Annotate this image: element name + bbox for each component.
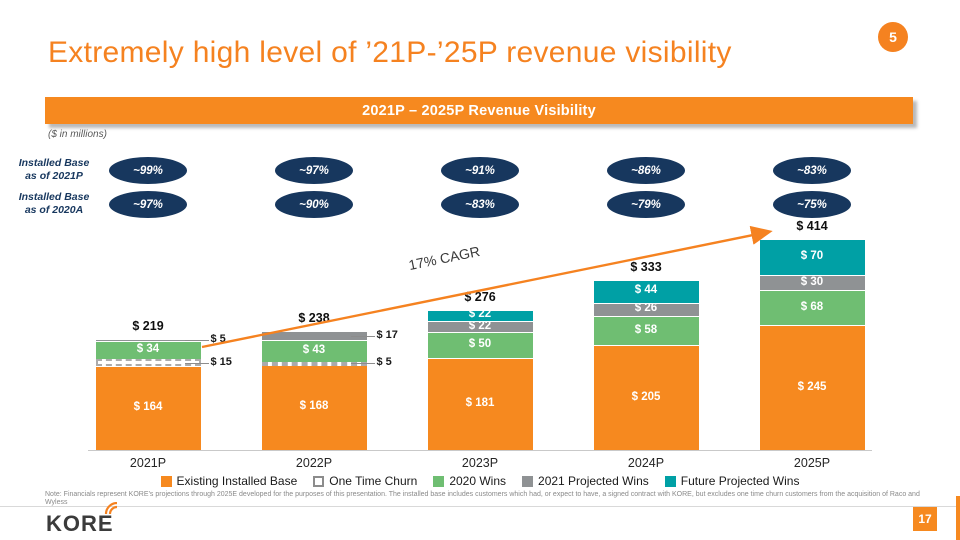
footer-divider	[0, 506, 960, 507]
section-number-badge: 5	[878, 22, 908, 52]
bar-segment-2020-wins	[759, 290, 865, 326]
segment-value-callout: $ 5	[376, 356, 392, 369]
bar-total-label: $ 276	[464, 289, 496, 304]
bar-segment-2020-wins	[261, 339, 367, 362]
bar-segment-2021-projected-wins	[759, 275, 865, 291]
kore-logo-arcs-icon	[104, 502, 117, 515]
right-edge-accent	[956, 496, 960, 540]
bar-segment-2020-wins	[95, 341, 201, 359]
bar-segment-future-projected-wins	[759, 239, 865, 276]
bar-segment-2021-projected-wins	[593, 302, 699, 316]
visibility-oval: ~86%	[607, 157, 685, 184]
slide-title: Extremely high level of ’21P-’25P revenu…	[48, 36, 732, 69]
row-label-line1: Installed Base	[18, 157, 90, 169]
legend-swatch	[313, 475, 325, 487]
legend-label: Future Projected Wins	[680, 474, 800, 488]
visibility-oval: ~75%	[773, 191, 851, 218]
legend-label: One Time Churn	[329, 474, 418, 488]
legend-label: Existing Installed Base	[176, 474, 298, 488]
visibility-oval: ~79%	[607, 191, 685, 218]
visibility-oval: ~83%	[773, 157, 851, 184]
legend-label: 2020 Wins	[449, 474, 507, 488]
callout-line	[184, 340, 209, 342]
bar-segment-future-projected-wins	[593, 280, 699, 303]
bar-total-label: $ 333	[630, 260, 662, 275]
row-label-line2: as of 2021P	[25, 170, 83, 182]
callout-line	[184, 362, 209, 364]
visibility-row-2020a: ~97% ~90% ~83% ~79% ~75%	[0, 191, 960, 218]
legend-item-existing-installed-base: Existing Installed Base	[160, 474, 298, 488]
bar-segment-one-time-churn	[95, 358, 201, 367]
bar-segment-2021-projected-wins	[95, 338, 201, 342]
row-label-line1: Installed Base	[18, 191, 90, 203]
x-axis-label: 2021P	[129, 456, 167, 470]
x-axis-line	[88, 450, 872, 451]
segment-value-callout: $ 5	[210, 333, 226, 346]
x-axis-label: 2022P	[295, 456, 333, 470]
bar-segment-2021-projected-wins	[427, 320, 533, 333]
visibility-oval: ~97%	[109, 191, 187, 218]
x-axis-label: 2023P	[461, 456, 499, 470]
bar-segment-2020-wins	[593, 315, 699, 346]
row-label-2021p: Installed Base as of 2021P	[4, 157, 104, 183]
bar-segment-existing-installed-base	[261, 364, 367, 450]
bar-total-label: $ 414	[796, 219, 828, 234]
legend-item-2021-projected-wins: 2021 Projected Wins	[522, 474, 649, 488]
bar-segment-existing-installed-base	[593, 345, 699, 450]
visibility-row-2021p: ~99% ~97% ~91% ~86% ~83%	[0, 157, 960, 184]
segment-value-callout: $ 15	[210, 355, 232, 368]
bar-segment-existing-installed-base	[759, 325, 865, 450]
kore-logo-text: KORE	[46, 511, 114, 536]
visibility-oval: ~99%	[109, 157, 187, 184]
legend-item-2020-wins: 2020 Wins	[433, 474, 506, 488]
bar-total-label: $ 219	[132, 318, 164, 333]
legend-item-one-time-churn: One Time Churn	[313, 474, 417, 488]
callout-line	[350, 335, 375, 337]
units-label: ($ in millions)	[48, 129, 107, 140]
visibility-oval: ~91%	[441, 157, 519, 184]
callout-line	[350, 363, 375, 365]
chart-title-banner: 2021P – 2025P Revenue Visibility	[45, 97, 913, 124]
segment-value-callout: $ 17	[376, 328, 398, 341]
footnote: Note: Financials represent KORE’s projec…	[45, 491, 920, 506]
visibility-oval: ~83%	[441, 191, 519, 218]
bar-segment-existing-installed-base	[427, 357, 533, 450]
bar-segment-future-projected-wins	[427, 309, 533, 321]
x-axis-label: 2025P	[793, 456, 831, 470]
legend-item-future-projected-wins: Future Projected Wins	[664, 474, 800, 488]
kore-logo: KORE	[46, 502, 117, 537]
row-label-2020a: Installed Base as of 2020A	[4, 191, 104, 217]
page-number: 17	[913, 507, 937, 531]
legend-label: 2021 Projected Wins	[538, 474, 649, 488]
x-axis-label: 2024P	[627, 456, 665, 470]
legend-swatch	[522, 475, 534, 487]
bar-segment-existing-installed-base	[95, 366, 201, 450]
legend-swatch	[664, 475, 676, 487]
bar-segment-2020-wins	[427, 332, 533, 358]
legend: Existing Installed Base One Time Churn 202…	[0, 474, 960, 488]
legend-swatch	[433, 475, 445, 487]
visibility-oval: ~90%	[275, 191, 353, 218]
row-label-line2: as of 2020A	[24, 204, 84, 216]
legend-swatch	[160, 475, 172, 487]
bar-total-label: $ 238	[298, 311, 330, 326]
visibility-oval: ~97%	[275, 157, 353, 184]
